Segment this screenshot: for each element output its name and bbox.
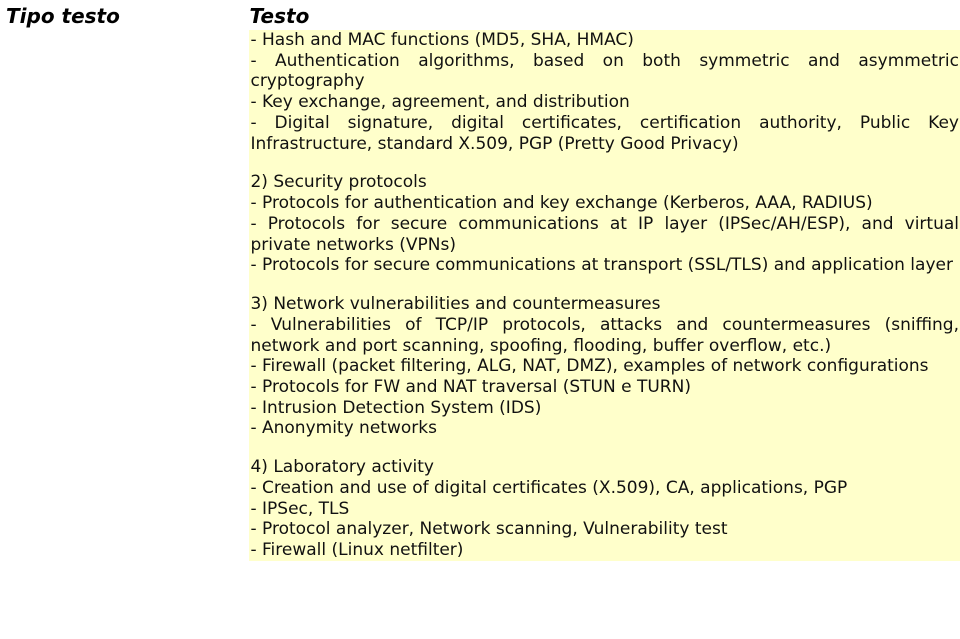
page: Tipo testo Testo - Hash and MAC function…	[0, 0, 960, 639]
spacer	[250, 276, 959, 294]
text-line: - Anonymity networks	[250, 418, 959, 439]
text-line: - Firewall (packet filtering, ALG, NAT, …	[250, 356, 959, 377]
text-line: - Protocols for authentication and key e…	[250, 193, 959, 214]
text-line: - Authentication algorithms, based on bo…	[250, 51, 959, 92]
section-heading: 4) Laboratory activity	[250, 457, 959, 478]
spacer	[250, 439, 959, 457]
text-line: - Vulnerabilities of TCP/IP protocols, a…	[250, 315, 959, 356]
text-line: - Key exchange, agreement, and distribut…	[250, 92, 959, 113]
text-line: - Protocols for FW and NAT traversal (ST…	[250, 377, 959, 398]
text-line: - IPSec, TLS	[250, 499, 959, 520]
text-line: - Protocol analyzer, Network scanning, V…	[250, 519, 959, 540]
label-heading: Tipo testo	[6, 4, 120, 28]
text-line: - Firewall (Linux netfilter)	[250, 540, 959, 561]
text-line: - Creation and use of digital certificat…	[250, 478, 959, 499]
text-line: - Digital signature, digital certificate…	[250, 113, 959, 154]
spacer	[250, 154, 959, 172]
text-line: - Intrusion Detection System (IDS)	[250, 398, 959, 419]
section-heading: 3) Network vulnerabilities and counterme…	[250, 294, 959, 315]
text-line: - Hash and MAC functions (MD5, SHA, HMAC…	[250, 30, 959, 51]
text-line: - Protocols for secure communications at…	[250, 255, 959, 276]
body-heading: Testo	[249, 4, 960, 30]
body-column: Testo - Hash and MAC functions (MD5, SHA…	[249, 0, 960, 639]
label-column: Tipo testo	[0, 0, 249, 639]
section-heading: 2) Security protocols	[250, 172, 959, 193]
content-block-1: - Hash and MAC functions (MD5, SHA, HMAC…	[249, 30, 960, 561]
text-line: - Protocols for secure communications at…	[250, 214, 959, 255]
